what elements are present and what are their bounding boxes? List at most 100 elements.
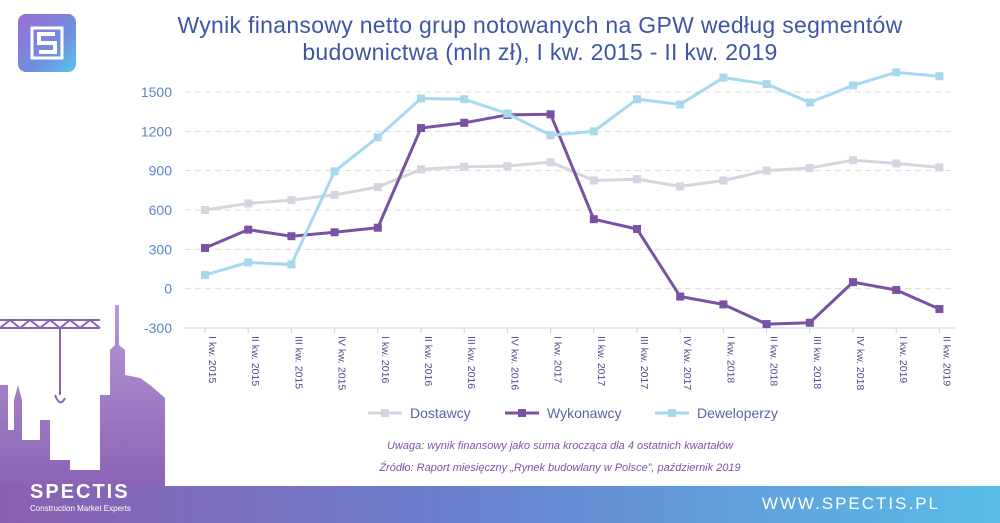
data-point-wykonawcy: [849, 278, 857, 287]
buildings-silhouette: [0, 305, 165, 486]
data-point-dostawcy: [676, 182, 685, 191]
data-point-deweloperzy: [892, 68, 901, 77]
data-point-deweloperzy: [719, 73, 728, 82]
y-tick-label: 900: [149, 163, 173, 179]
data-point-dostawcy: [589, 176, 598, 185]
brand-tagline: Construction Market Experts: [30, 504, 131, 513]
data-point-dostawcy: [805, 164, 814, 173]
x-tick-label: II kw. 2018: [768, 336, 780, 386]
data-point-deweloperzy: [935, 72, 944, 81]
data-point-deweloperzy: [201, 270, 209, 279]
legend-marker: [381, 409, 389, 417]
data-point-deweloperzy: [287, 260, 296, 269]
x-tick-label: IV kw. 2018: [854, 336, 866, 390]
data-point-wykonawcy: [762, 320, 771, 329]
x-tick-label: I kw. 2019: [897, 336, 909, 383]
data-point-dostawcy: [244, 199, 253, 208]
y-tick-label: 1200: [141, 123, 172, 139]
series-line-dostawcy: [204, 158, 940, 212]
data-point-wykonawcy: [330, 228, 339, 237]
chart-grid: [185, 91, 955, 329]
data-point-deweloperzy: [373, 133, 382, 142]
footer-bar: [0, 486, 1000, 523]
x-tick-label: I kw. 2015: [206, 336, 218, 383]
title-line-1: Wynik finansowy netto grup notowanych na…: [177, 12, 903, 38]
data-point-deweloperzy: [633, 95, 641, 104]
y-tick-label: 0: [164, 281, 172, 297]
data-point-dostawcy: [503, 162, 512, 171]
data-point-wykonawcy: [892, 285, 901, 294]
chart-note: Uwaga: wynik finansowy jako suma krocząc…: [386, 440, 734, 452]
data-point-dostawcy: [935, 163, 944, 172]
data-point-wykonawcy: [287, 232, 296, 241]
legend-label: Wykonawcy: [547, 405, 622, 421]
data-point-dostawcy: [460, 162, 469, 171]
data-point-deweloperzy: [849, 81, 857, 90]
y-tick-label: 600: [149, 202, 173, 218]
data-point-deweloperzy: [417, 94, 425, 103]
legend: Dostawcy Wykonawcy Deweloperzy: [368, 405, 778, 421]
data-point-deweloperzy: [244, 258, 253, 267]
data-point-dostawcy: [849, 156, 857, 165]
data-point-deweloperzy: [676, 100, 685, 109]
data-point-wykonawcy: [589, 215, 598, 224]
y-tick-label: 1500: [141, 84, 172, 100]
data-point-wykonawcy: [546, 110, 555, 119]
data-point-dostawcy: [330, 190, 339, 199]
data-point-dostawcy: [417, 165, 425, 174]
series-line-wykonawcy: [204, 112, 941, 326]
data-point-wykonawcy: [244, 225, 253, 234]
crane-icon: [0, 318, 101, 404]
data-point-dostawcy: [201, 206, 209, 214]
x-tick-label: III kw. 2018: [811, 336, 823, 389]
data-point-deweloperzy: [762, 80, 771, 89]
data-point-deweloperzy: [330, 167, 339, 176]
website-link[interactable]: WWW.SPECTIS.PL: [761, 494, 940, 513]
data-point-wykonawcy: [805, 318, 814, 327]
data-point-wykonawcy: [719, 300, 728, 309]
data-point-wykonawcy: [633, 225, 641, 234]
y-axis: -300 0 300 600 900 1200 1500: [141, 84, 172, 336]
data-point-wykonawcy: [460, 118, 469, 127]
legend-marker: [668, 409, 676, 417]
chart-source: Źródło: Raport miesięczny „Rynek budowla…: [379, 462, 741, 474]
x-tick-label: I kw. 2016: [379, 336, 391, 383]
x-tick-label: IV kw. 2017: [681, 336, 693, 390]
legend-label: Dostawcy: [410, 405, 471, 421]
x-tick-label: I kw. 2017: [552, 336, 564, 383]
x-tick-label: III kw. 2017: [638, 336, 650, 389]
x-tick-label: II kw. 2017: [595, 336, 607, 386]
data-point-deweloperzy: [546, 131, 555, 140]
data-point-deweloperzy: [460, 95, 469, 104]
data-point-dostawcy: [546, 158, 555, 167]
data-point-dostawcy: [287, 196, 296, 205]
brand-name: SPECTIS: [30, 481, 130, 503]
series-lines: [201, 68, 944, 329]
data-point-dostawcy: [892, 159, 901, 168]
x-tick-label: I kw. 2018: [724, 336, 736, 383]
data-point-dostawcy: [719, 176, 728, 185]
data-point-wykonawcy: [417, 124, 425, 133]
x-tick-label: IV kw. 2016: [508, 336, 520, 390]
legend-marker: [518, 409, 526, 417]
data-point-dostawcy: [633, 175, 641, 184]
x-axis: I kw. 2015 II kw. 2015 III kw. 2015 IV kw. …: [185, 327, 955, 390]
data-point-wykonawcy: [201, 244, 209, 253]
series-line-deweloperzy: [204, 70, 940, 277]
x-tick-label: III kw. 2016: [465, 336, 477, 389]
x-tick-label: IV kw. 2015: [336, 336, 348, 390]
x-tick-label: III kw. 2015: [292, 336, 304, 389]
y-tick-label: 300: [149, 241, 173, 257]
x-tick-label: II kw. 2016: [422, 336, 434, 386]
legend-label: Deweloperzy: [697, 405, 778, 421]
data-point-wykonawcy: [676, 292, 685, 301]
data-point-dostawcy: [373, 183, 382, 192]
data-point-deweloperzy: [503, 109, 512, 118]
data-point-wykonawcy: [935, 304, 944, 313]
chart-title: Wynik finansowy netto grup notowanych na…: [100, 12, 980, 66]
x-tick-label: II kw. 2019: [940, 336, 952, 386]
spectis-logo-icon: [18, 14, 76, 72]
data-point-dostawcy: [762, 166, 771, 175]
